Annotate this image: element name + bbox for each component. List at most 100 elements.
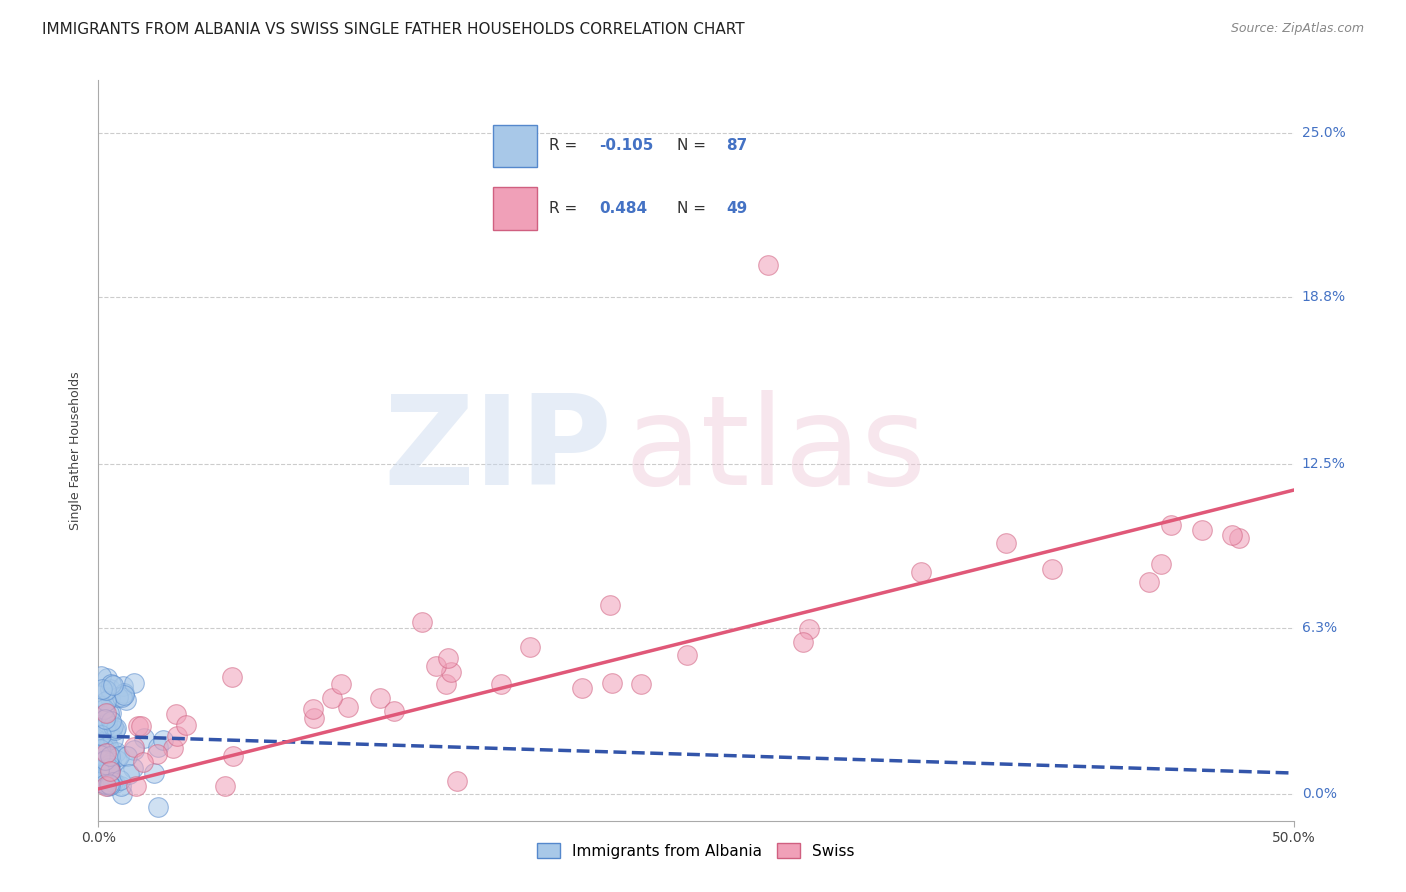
Text: 25.0%: 25.0% [1302,126,1346,140]
Point [104,722,127,736]
Point [98,743,121,757]
Point [101,678,124,692]
Point [166,729,188,743]
Point [1160,518,1182,533]
Point [90,750,112,764]
Point [910,565,932,579]
Point [100,676,122,690]
Point [105,753,128,767]
Point [214,779,236,793]
Point [571,681,593,696]
Point [93,741,115,756]
Point [675,648,697,663]
Point [97,761,120,775]
Point [90,738,112,752]
Point [519,640,541,654]
Point [127,718,149,732]
Point [89,747,111,762]
Point [100,755,122,769]
Point [221,749,243,764]
Point [91,699,114,714]
Point [94,712,117,726]
Point [101,774,124,789]
Point [370,690,392,705]
Point [94,777,117,791]
Point [91,775,114,789]
Point [446,774,468,789]
Point [104,776,127,790]
Point [792,635,814,649]
Point [98,691,121,706]
Point [799,622,821,636]
Point [302,702,325,716]
Point [1220,528,1243,542]
Point [122,761,145,775]
Point [101,732,124,747]
Point [125,779,148,793]
Point [90,682,112,697]
Text: Source: ZipAtlas.com: Source: ZipAtlas.com [1230,22,1364,36]
Point [87,775,110,789]
Point [91,727,114,741]
Point [115,749,138,764]
Point [98,778,121,792]
Point [105,745,128,759]
Point [756,259,779,273]
Point [96,762,118,776]
Point [89,741,111,756]
Point [110,772,132,787]
Point [93,735,115,749]
Point [93,720,115,734]
Point [98,770,121,784]
Point [89,749,111,764]
Point [162,741,184,756]
Point [1040,562,1063,576]
Point [108,749,131,764]
Point [101,718,124,732]
Point [98,764,121,778]
Point [100,706,122,721]
Point [91,754,114,768]
Point [96,671,118,685]
Text: ZIP: ZIP [384,390,613,511]
Point [118,766,141,780]
Point [98,764,121,778]
Point [94,757,117,772]
Point [440,665,463,679]
Point [152,733,174,747]
Point [165,706,187,721]
Point [94,684,117,698]
Point [995,535,1018,549]
Text: 6.3%: 6.3% [1302,621,1337,634]
Point [411,615,433,630]
Point [112,686,135,700]
Text: 18.8%: 18.8% [1302,290,1346,304]
Point [87,736,110,750]
Point [111,679,134,693]
Point [111,690,134,704]
Point [1191,523,1213,537]
Point [330,677,353,691]
Point [90,708,112,723]
Point [98,749,121,764]
Point [104,723,127,738]
Point [97,761,120,775]
Point [98,682,121,697]
Point [94,753,117,767]
Point [122,675,145,690]
Point [97,777,120,791]
Point [425,659,447,673]
Point [124,743,146,757]
Point [89,763,111,777]
Text: 0.0%: 0.0% [1302,788,1337,801]
Point [94,706,117,720]
Point [436,651,458,665]
Point [101,722,124,736]
Point [146,740,169,755]
Point [302,711,325,725]
Point [100,714,122,728]
Point [630,677,652,691]
Point [96,761,118,775]
Point [122,739,145,754]
Point [110,779,132,793]
